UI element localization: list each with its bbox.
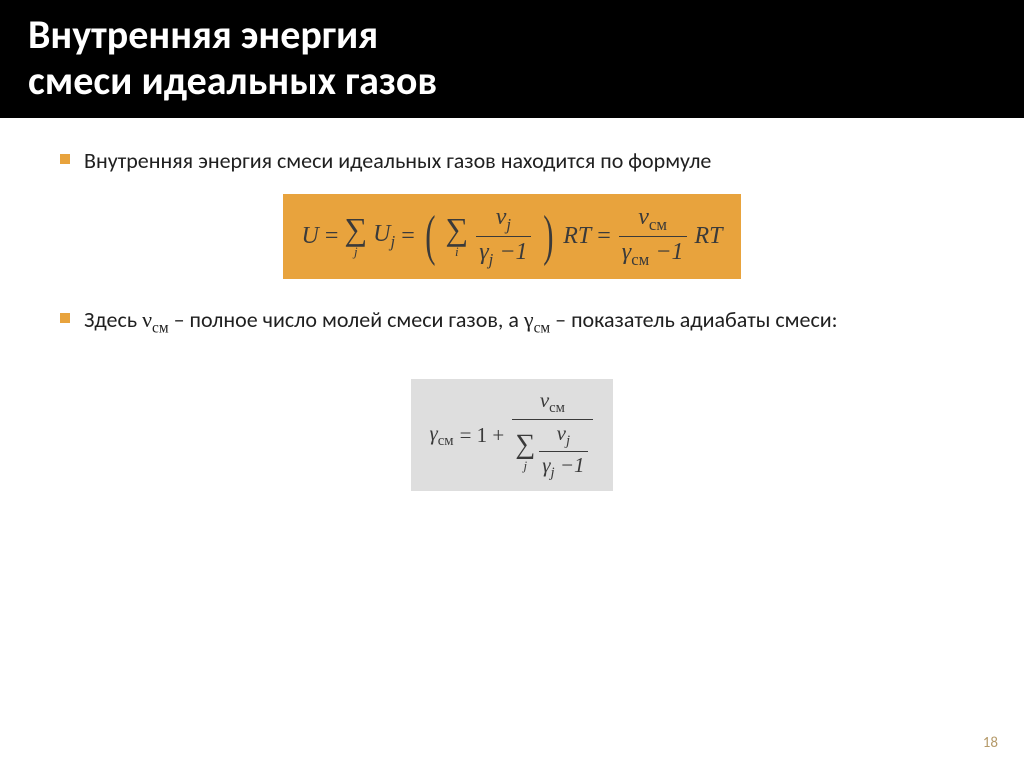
rparen-icon: ) [543, 214, 553, 259]
frac-nuj-gammaj: νj γj −1 [476, 204, 530, 270]
sigma-icon: ∑ [515, 432, 535, 457]
sym-eq-1: = [325, 223, 339, 250]
sigma-icon: ∑ [344, 215, 367, 244]
frac-big: νсм ∑ j νj γj −1 [512, 389, 592, 481]
sigma-2: ∑ i [445, 215, 468, 259]
formula-2-wrap: γсм = 1 + νсм ∑ j νj [60, 379, 964, 491]
formula-2: γсм = 1 + νсм ∑ j νj [411, 379, 612, 491]
sym-eq1plus: = 1 + [460, 423, 505, 448]
title-line-1: Внутренняя энергия [28, 10, 378, 59]
bullet-text-2: Здесь νсм – полное число молей смеси газ… [84, 305, 838, 339]
sigma-icon: ∑ [445, 215, 468, 244]
page-number: 18 [983, 734, 998, 752]
bullet-icon [60, 313, 70, 323]
slide-title: Внутренняя энергия смеси идеальных газов [28, 12, 996, 104]
sym-RT-1: RT [563, 223, 591, 250]
sym-gamma-sm: γсм [429, 421, 453, 450]
title-line-2: смеси идеальных газов [28, 56, 437, 105]
formula-1: U = ∑ j Uj = ( ∑ i νj γj −1 [283, 194, 740, 280]
sigma-1: ∑ j [344, 215, 367, 259]
title-bar: Внутренняя энергия смеси идеальных газов [0, 0, 1024, 118]
sym-eq-2: = [401, 223, 415, 250]
bullet-text-1: Внутренняя энергия смеси идеальных газов… [84, 146, 711, 176]
sym-Uj: Uj [373, 221, 395, 252]
sigma-idx-1: j [354, 245, 358, 258]
formula-1-wrap: U = ∑ j Uj = ( ∑ i νj γj −1 [60, 194, 964, 280]
sigma-idx-2: i [455, 245, 459, 258]
bullet-item-2: Здесь νсм – полное число молей смеси газ… [60, 305, 964, 339]
frac-inner: νj γj −1 [539, 422, 587, 482]
sym-RT-2: RT [695, 223, 723, 250]
sym-U: U [301, 223, 318, 250]
sigma-idx-3: j [523, 459, 527, 472]
frac-nusm-gammasm: νсм γсм −1 [619, 204, 687, 270]
content-area: Внутренняя энергия смеси идеальных газов… [0, 118, 1024, 491]
lparen-icon: ( [425, 214, 435, 259]
sym-eq-3: = [597, 223, 611, 250]
bullet-item-1: Внутренняя энергия смеси идеальных газов… [60, 146, 964, 176]
bullet-icon [60, 154, 70, 164]
sigma-3: ∑ j [515, 432, 535, 472]
